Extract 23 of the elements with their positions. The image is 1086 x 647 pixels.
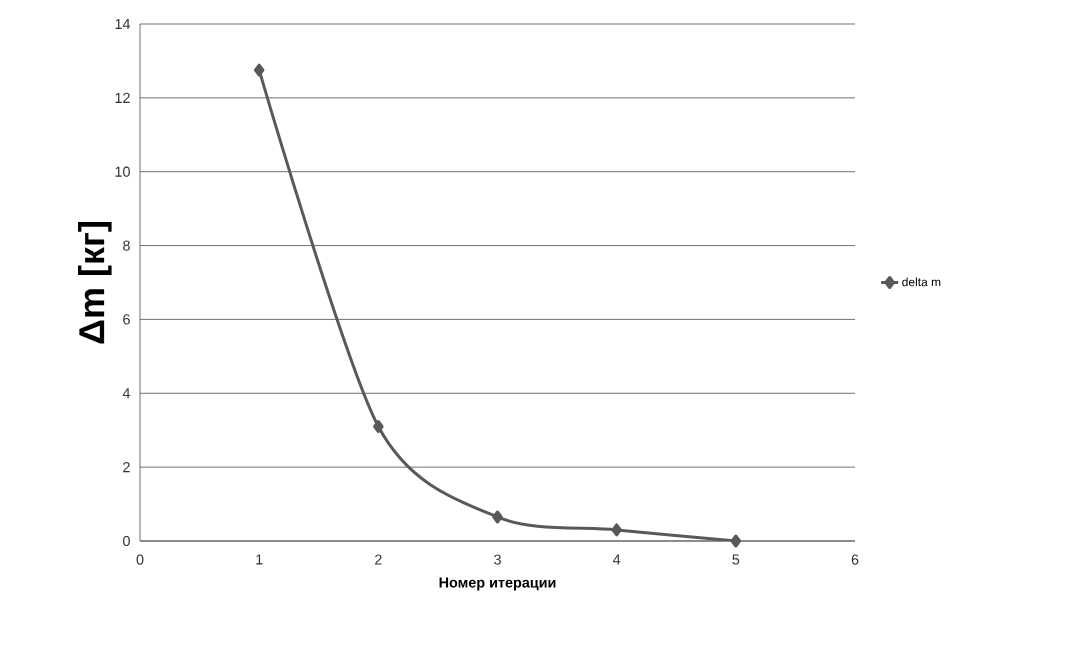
y-tick-label: 2 <box>123 462 130 473</box>
y-tick-label: 10 <box>115 166 130 177</box>
y-axis-title: Δm [кг] <box>78 222 112 344</box>
x-tick-label: 2 <box>375 554 382 565</box>
point <box>492 510 503 524</box>
y-tick-label: 0 <box>123 535 130 547</box>
y-tick-label: 6 <box>123 314 130 325</box>
point <box>730 534 742 548</box>
x-tick-label: 0 <box>136 554 144 565</box>
y-tick-label: 8 <box>123 240 130 251</box>
x-axis-title: Номер итерации <box>439 577 556 591</box>
x-tick-label: 5 <box>732 554 740 565</box>
x-tick-label: 4 <box>613 554 621 565</box>
x-tick-label: 3 <box>494 554 501 565</box>
x-tick-label: 6 <box>851 554 859 565</box>
point <box>611 523 622 537</box>
x-tick-label: 1 <box>256 554 263 565</box>
point <box>253 63 265 77</box>
y-tick-label: 12 <box>115 92 130 103</box>
y-tick-label: 14 <box>115 19 131 29</box>
point <box>373 420 384 434</box>
y-tick-label: 4 <box>122 388 131 399</box>
legend-label: delta m <box>902 277 941 287</box>
